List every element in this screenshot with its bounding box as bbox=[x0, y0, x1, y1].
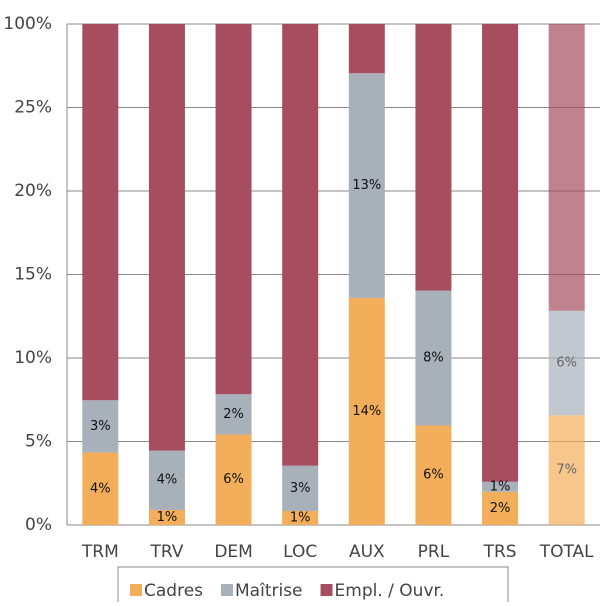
bar-segment bbox=[148, 450, 185, 510]
data-label: 6% bbox=[223, 472, 244, 487]
legend-swatch bbox=[320, 584, 333, 596]
bar-segment bbox=[148, 24, 185, 451]
bar-segment bbox=[482, 481, 519, 492]
data-label: 4% bbox=[90, 481, 111, 496]
legend-label: Empl. / Ouvr. bbox=[335, 581, 445, 601]
data-label: 14% bbox=[352, 404, 381, 419]
x-tick-label: DEM bbox=[214, 542, 253, 562]
data-label: 7% bbox=[556, 463, 577, 478]
data-label: 8% bbox=[423, 351, 444, 366]
bar-segment bbox=[282, 465, 319, 511]
bar-segment bbox=[548, 415, 585, 525]
y-tick-label: 15% bbox=[14, 265, 52, 285]
bar-segment bbox=[415, 425, 452, 525]
y-tick-label: 20% bbox=[14, 181, 52, 201]
bar-segment bbox=[148, 509, 185, 525]
data-label: 3% bbox=[290, 481, 311, 496]
grid bbox=[66, 23, 600, 526]
data-label: 1% bbox=[157, 510, 178, 525]
bar-segment bbox=[548, 24, 585, 311]
x-tick-label: AUX bbox=[349, 542, 385, 562]
data-label: 13% bbox=[352, 178, 381, 193]
data-label: 1% bbox=[490, 479, 511, 494]
data-label: 6% bbox=[556, 356, 577, 371]
y-tick-label: 25% bbox=[14, 98, 52, 118]
bar-segment bbox=[415, 24, 452, 291]
bar-segment bbox=[82, 400, 119, 453]
data-label: 4% bbox=[157, 473, 178, 488]
legend-swatch bbox=[221, 584, 234, 596]
y-tick-label: 10% bbox=[14, 348, 52, 368]
bar-segment bbox=[482, 491, 519, 525]
bar-segment bbox=[282, 510, 319, 525]
data-label: 2% bbox=[490, 501, 511, 516]
bar-segment bbox=[82, 452, 119, 525]
legend: Cadres Maîtrise Empl. / Ouvr. bbox=[130, 581, 444, 601]
x-tick-label: TRS bbox=[483, 542, 517, 562]
bar-segment bbox=[548, 310, 585, 416]
data-label: 3% bbox=[90, 419, 111, 434]
x-tick-label: PRL bbox=[418, 542, 450, 562]
data-label: 6% bbox=[423, 468, 444, 483]
bar-segment bbox=[415, 290, 452, 426]
labels: 0% 5% 10% 15% 20% 25% 100% TRM 4% 3% TRV 1% 4% DEM 6% 2… bbox=[3, 14, 594, 562]
bar-segment bbox=[348, 297, 385, 525]
x-tick-label: TOTAL bbox=[539, 542, 594, 562]
legend-label: Maîtrise bbox=[235, 581, 303, 601]
x-tick-label: LOC bbox=[283, 542, 317, 562]
legend-swatch bbox=[130, 584, 142, 596]
bar-segment bbox=[282, 24, 319, 466]
bar-segment bbox=[348, 24, 385, 74]
data-label: 1% bbox=[290, 510, 311, 525]
bar-segment bbox=[215, 394, 252, 435]
bar-segment bbox=[215, 24, 252, 395]
y-tick-label: 5% bbox=[25, 432, 52, 452]
x-tick-label: TRV bbox=[149, 542, 183, 562]
bars bbox=[82, 24, 585, 525]
legend-box bbox=[117, 566, 509, 606]
bar-segment bbox=[215, 434, 252, 525]
bar-segment bbox=[348, 73, 385, 298]
y-tick-label: 0% bbox=[25, 515, 52, 535]
y-tick-label: 100% bbox=[3, 14, 52, 34]
x-tick-label: TRM bbox=[81, 542, 119, 562]
data-label: 2% bbox=[223, 407, 244, 422]
legend-label: Cadres bbox=[144, 581, 203, 601]
bar-segment bbox=[82, 24, 119, 401]
bar-segment bbox=[482, 24, 519, 482]
